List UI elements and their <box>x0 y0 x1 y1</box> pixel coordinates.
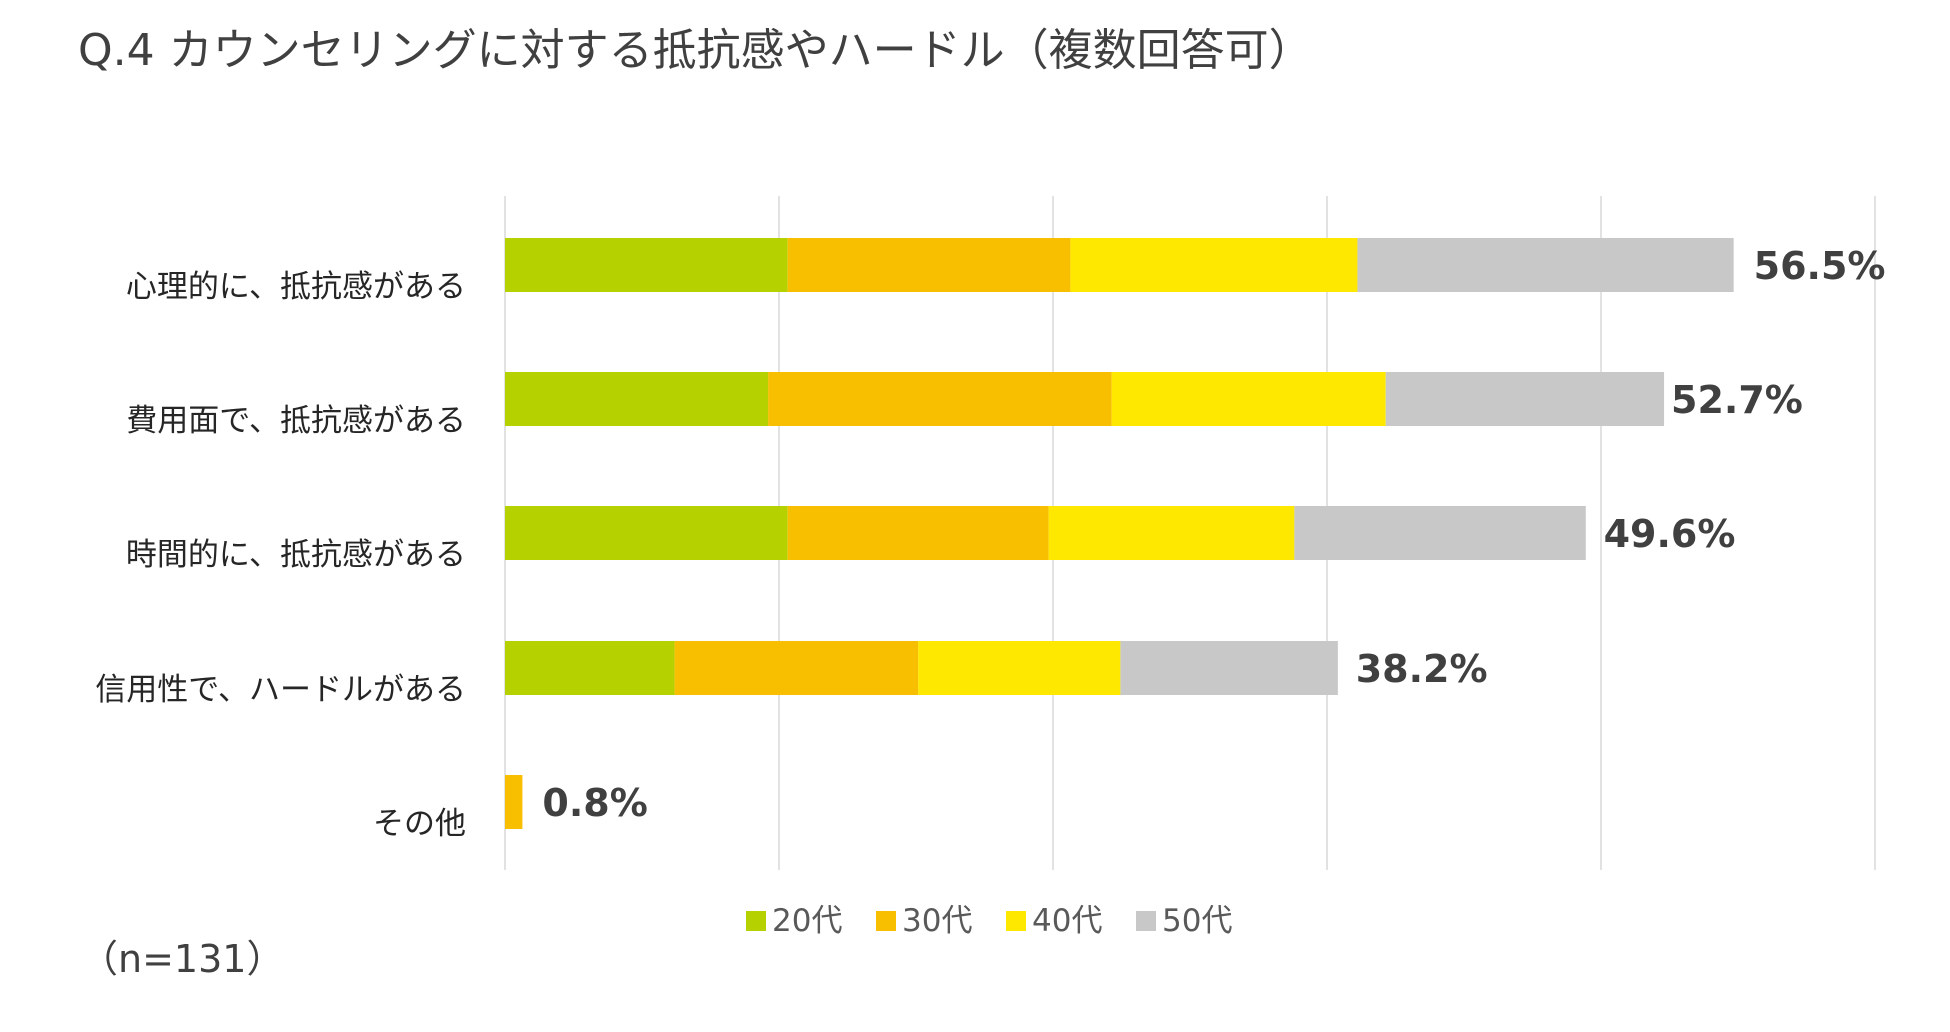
bar-segment <box>505 775 523 829</box>
legend: 20代 30代 40代 50代 <box>746 903 1232 939</box>
legend-swatch <box>1006 911 1026 931</box>
category-label: 費用面で、抵抗感がある <box>126 403 466 439</box>
bar-segment <box>1357 238 1734 292</box>
legend-label: 50代 <box>1162 903 1232 939</box>
bar-segment <box>505 506 788 560</box>
chart-title: Q.4 カウンセリングに対する抵抗感やハードル（複数回答可） <box>78 25 1313 76</box>
category-label: 信用性で、ハードルがある <box>95 672 466 708</box>
bar-segment <box>1111 372 1386 426</box>
bar-segment <box>505 641 675 695</box>
category-label: その他 <box>373 806 466 842</box>
category-label: 心理的に、抵抗感がある <box>126 269 466 305</box>
legend-swatch <box>746 911 766 931</box>
bar-segment <box>674 641 919 695</box>
total-labels: 56.5% 52.7% 49.6% 38.2% 0.8% <box>542 244 1885 825</box>
bar-segment <box>1048 506 1295 560</box>
total-label: 0.8% <box>542 781 647 825</box>
bar-segment <box>505 372 769 426</box>
bar-segment <box>1294 506 1586 560</box>
total-label: 56.5% <box>1754 244 1886 288</box>
legend-label: 30代 <box>902 903 972 939</box>
bar-segment <box>1385 372 1665 426</box>
category-labels: 心理的に、抵抗感がある費用面で、抵抗感がある時間的に、抵抗感がある信用性で、ハー… <box>95 269 466 842</box>
bar-segment <box>768 372 1112 426</box>
category-label: 時間的に、抵抗感がある <box>126 537 466 573</box>
bar-segment <box>1070 238 1358 292</box>
sample-size-note: （n=131） <box>80 937 285 981</box>
bar-segment <box>787 506 1049 560</box>
legend-swatch <box>876 911 896 931</box>
legend-label: 40代 <box>1032 903 1102 939</box>
total-label: 38.2% <box>1356 647 1488 691</box>
bars <box>505 238 1734 829</box>
legend-label: 20代 <box>772 903 842 939</box>
bar-segment <box>787 238 1071 292</box>
bar-segment <box>1120 641 1338 695</box>
bar-segment <box>505 238 788 292</box>
total-label: 52.7% <box>1671 378 1803 422</box>
bar-segment <box>918 641 1121 695</box>
legend-swatch <box>1136 911 1156 931</box>
total-label: 49.6% <box>1604 512 1736 556</box>
